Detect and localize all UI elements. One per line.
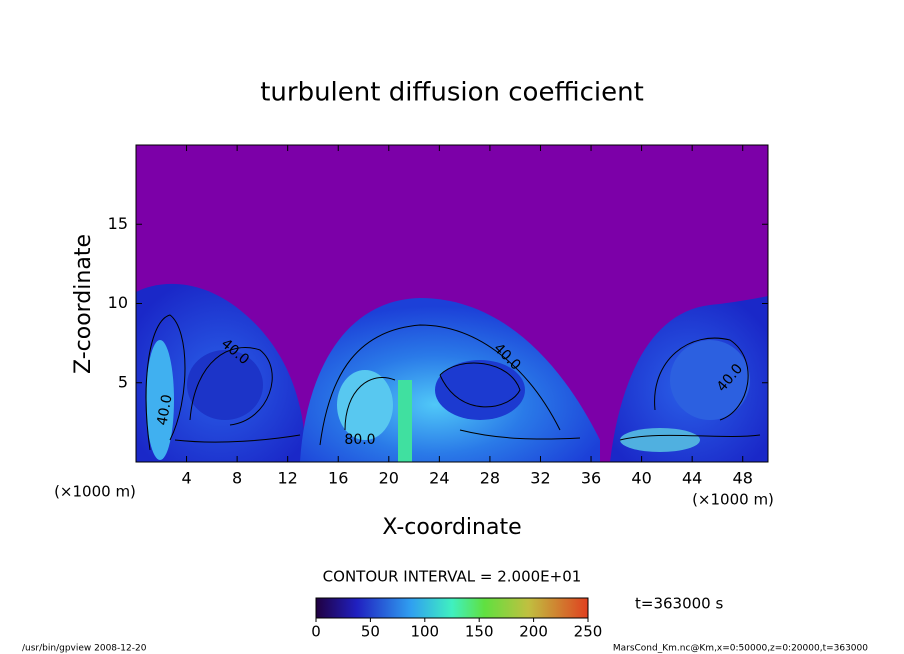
footer-right: MarsCond_Km.nc@Km,x=0:50000,z=0:20000,t=… <box>613 644 868 654</box>
contour-label: 40.0 <box>154 393 175 426</box>
colorbar-tick-label: 200 <box>519 623 548 641</box>
x-tick-label: 24 <box>429 469 449 488</box>
contour-interval: CONTOUR INTERVAL = 2.000E+01 <box>323 568 582 586</box>
time-label: t=363000 s <box>635 595 723 613</box>
x-tick-label: 20 <box>379 469 399 488</box>
y-tick-label: 15 <box>108 214 128 233</box>
y-tick-label: 5 <box>118 372 128 391</box>
chart-title: turbulent diffusion coefficient <box>260 78 644 108</box>
colorbar-tick-label: 50 <box>361 623 380 641</box>
x-tick-label: 48 <box>733 469 753 488</box>
x-tick-label: 36 <box>581 469 601 488</box>
y-axis-label: Z-coordinate <box>71 234 96 374</box>
x-tick-label: 4 <box>181 469 191 488</box>
field <box>136 145 768 462</box>
x-tick-label: 28 <box>480 469 500 488</box>
colorbar <box>315 597 589 619</box>
x-tick-label: 32 <box>530 469 550 488</box>
x-unit: (×1000 m) <box>692 491 774 509</box>
x-tick-label: 12 <box>278 469 298 488</box>
colorbar-tick-label: 250 <box>574 623 603 641</box>
colorbar-tick-label: 0 <box>311 623 321 641</box>
contour-label: 80.0 <box>344 432 375 448</box>
colorbar-tick-label: 150 <box>465 623 494 641</box>
x-tick-label: 44 <box>682 469 702 488</box>
x-tick-label: 16 <box>328 469 348 488</box>
footer-left: /usr/bin/gpview 2008-12-20 <box>22 644 147 654</box>
x-axis-label: X-coordinate <box>382 515 521 540</box>
y-unit: (×1000 m) <box>54 483 136 501</box>
x-tick-label: 8 <box>232 469 242 488</box>
y-tick-label: 10 <box>108 293 128 312</box>
colorbar-tick-label: 100 <box>410 623 439 641</box>
x-tick-label: 40 <box>631 469 651 488</box>
